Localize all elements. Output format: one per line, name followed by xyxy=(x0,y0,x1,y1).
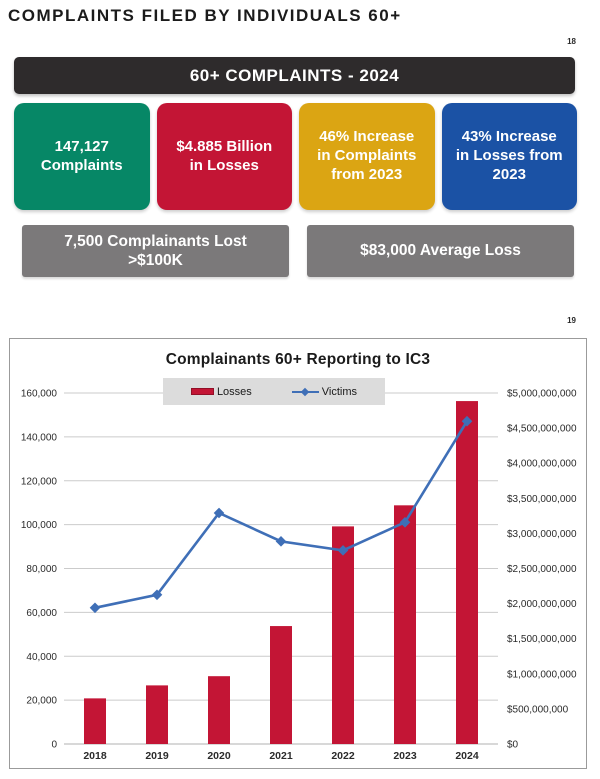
svg-text:20,000: 20,000 xyxy=(26,696,57,707)
svg-text:$0: $0 xyxy=(507,740,519,751)
svg-text:80,000: 80,000 xyxy=(26,564,57,575)
svg-text:2021: 2021 xyxy=(269,750,293,762)
svg-text:160,000: 160,000 xyxy=(21,389,58,400)
legend-victims-swatch-icon xyxy=(291,387,319,396)
stat-card-complaints: 147,127 Complaints xyxy=(14,103,150,210)
svg-text:100,000: 100,000 xyxy=(21,520,58,531)
chart-legend: Losses Victims xyxy=(163,378,385,405)
chart-panel: 0 20,000 40,000 60,000 80,000 100,000 120,000 1… xyxy=(9,338,587,769)
svg-text:2022: 2022 xyxy=(331,750,355,762)
svg-text:120,000: 120,000 xyxy=(21,476,58,487)
svg-text:$1,500,000,000: $1,500,000,000 xyxy=(507,634,577,645)
section-banner-label: 60+ COMPLAINTS - 2024 xyxy=(189,65,400,85)
callouts-row: 7,500 Complainants Lost >$100K $83,000 A… xyxy=(22,225,574,277)
svg-text:2019: 2019 xyxy=(145,750,169,762)
page-title: COMPLAINTS FILED BY INDIVIDUALS 60+ xyxy=(8,6,402,25)
svg-text:140,000: 140,000 xyxy=(21,432,58,443)
chart-title: Complainants 60+ Reporting to IC3 xyxy=(165,351,431,368)
legend-losses-label: Losses xyxy=(216,385,252,398)
stat-card-complaints-increase: 46% Increase in Complaints from 2023 xyxy=(299,103,435,210)
svg-text:0: 0 xyxy=(51,740,57,751)
svg-text:2023: 2023 xyxy=(393,750,417,762)
stat-card-losses: $4.885 Billion in Losses xyxy=(156,103,292,210)
svg-text:$3,500,000,000: $3,500,000,000 xyxy=(507,494,577,505)
svg-text:$1,000,000,000: $1,000,000,000 xyxy=(507,669,577,680)
legend-item-victims: Victims xyxy=(291,385,358,398)
svg-text:2020: 2020 xyxy=(207,750,231,762)
legend-item-losses: Losses xyxy=(190,385,252,398)
legend-victims-label: Victims xyxy=(321,385,358,398)
svg-text:$4,500,000,000: $4,500,000,000 xyxy=(507,424,577,435)
svg-text:$3,000,000,000: $3,000,000,000 xyxy=(507,529,577,540)
svg-text:$500,000,000: $500,000,000 xyxy=(507,704,569,715)
page-number-top: 18 xyxy=(567,37,576,46)
svg-text:$5,000,000,000: $5,000,000,000 xyxy=(507,389,577,400)
svg-text:40,000: 40,000 xyxy=(26,652,57,663)
section-banner: 60+ COMPLAINTS - 2024 xyxy=(14,57,575,94)
svg-text:$2,500,000,000: $2,500,000,000 xyxy=(507,564,577,575)
svg-text:2018: 2018 xyxy=(83,750,107,762)
stat-cards-row: 147,127 Complaints $4.885 Billion in Los… xyxy=(14,103,577,210)
svg-text:60,000: 60,000 xyxy=(26,608,57,619)
svg-text:$4,000,000,000: $4,000,000,000 xyxy=(507,459,577,470)
diamond-marker-icon xyxy=(301,387,310,396)
callout-complainants-lost: 7,500 Complainants Lost >$100K xyxy=(22,225,289,277)
legend-losses-swatch-icon xyxy=(190,388,214,395)
svg-text:$2,000,000,000: $2,000,000,000 xyxy=(507,599,577,610)
stat-card-losses-increase: 43% Increase in Losses from 2023 xyxy=(441,103,577,210)
svg-text:2024: 2024 xyxy=(455,750,479,762)
page-number-chart: 19 xyxy=(567,316,576,325)
callout-average-loss: $83,000 Average Loss xyxy=(307,225,574,277)
